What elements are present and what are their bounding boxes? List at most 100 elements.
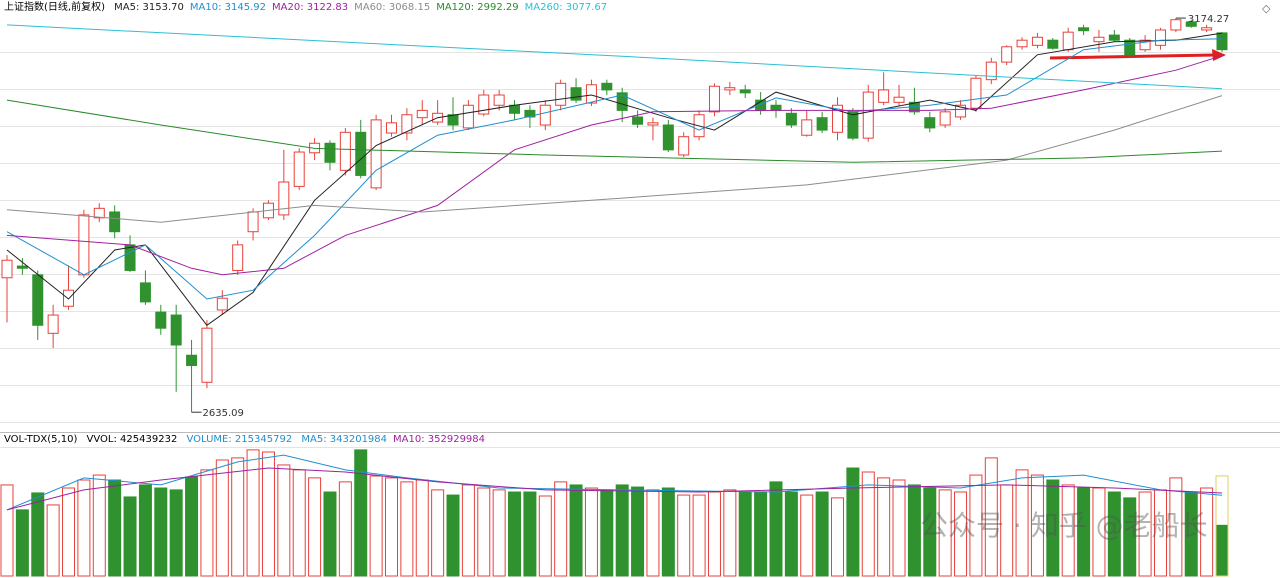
volume-bar (600, 489, 614, 577)
candle-body (401, 114, 413, 134)
volume-bar (1169, 477, 1183, 577)
volume-bar (677, 494, 691, 577)
volume-bar (954, 491, 968, 577)
candle-body (370, 119, 382, 189)
candle-body (1108, 34, 1120, 41)
candle-body (1078, 27, 1090, 32)
volume-bar (92, 474, 106, 577)
candle-body (801, 119, 813, 136)
candle-body (539, 104, 551, 126)
ma-legend: MA10: 3145.92 (189, 2, 266, 13)
volume-bar (31, 492, 45, 577)
volume-title: VOL-TDX(5,10) (4, 434, 78, 445)
volume-bar (538, 495, 552, 577)
volume-bar (246, 449, 260, 577)
candle-body (955, 104, 967, 118)
candle-body (1093, 36, 1105, 43)
volume-bar (523, 491, 537, 577)
volume-bar (707, 491, 721, 577)
candle-body (724, 87, 736, 91)
volume-bar (892, 479, 906, 577)
ma-line (6, 32, 1223, 326)
candle-body (739, 89, 751, 94)
volume-bar (338, 481, 352, 577)
candle-body (1047, 39, 1059, 49)
volume-bar (1077, 487, 1091, 577)
grid-background (0, 16, 1280, 432)
ma-legend: MA20: 3122.83 (272, 2, 349, 13)
volume-bar (415, 479, 429, 577)
volume-bar (1107, 491, 1121, 577)
panel-icon: ◇ (1262, 2, 1271, 15)
volume-bar (323, 491, 337, 577)
volume-bar (769, 481, 783, 577)
candle-body (170, 314, 182, 346)
candle-body (1216, 32, 1228, 51)
volume-bar (108, 479, 122, 577)
volume-bar (1138, 491, 1152, 577)
candle-body (493, 94, 505, 106)
volume-bar (308, 477, 322, 577)
candle-body (339, 131, 351, 171)
ma-legend: MA10: 352929984 (393, 434, 486, 445)
volume-bar (723, 489, 737, 577)
candle-body (32, 274, 44, 326)
ma-line (6, 55, 1223, 276)
ma-legend: MA60: 3068.15 (354, 2, 431, 13)
candle-body (124, 244, 136, 271)
volume-bar (138, 484, 152, 577)
volume-bar (846, 467, 860, 577)
volume-bar (1123, 497, 1137, 577)
trend-arrow (1049, 53, 1216, 60)
candle-body (478, 94, 490, 115)
candle-body (862, 91, 874, 139)
volume-bar (661, 487, 675, 577)
candle-body (93, 207, 105, 219)
volume-bar (200, 469, 214, 577)
volume-bar (646, 489, 660, 577)
volume-bar (969, 474, 983, 577)
candle-body (155, 311, 167, 329)
ma-line (6, 467, 1223, 511)
volume-bar (446, 494, 460, 577)
candle-body (832, 104, 844, 133)
candle-body (970, 77, 982, 109)
candle-body (616, 92, 628, 111)
candle-body (1062, 31, 1074, 51)
candle-body (555, 82, 567, 106)
volume-bar (154, 487, 168, 577)
volume-bar (15, 509, 29, 577)
candle-body (1001, 46, 1013, 63)
volume-bar (938, 489, 952, 577)
volume-bar (1046, 479, 1060, 577)
volume-bar (831, 497, 845, 577)
volume-bar (923, 487, 937, 577)
vvol-bar (1215, 475, 1229, 577)
candle-body (139, 282, 151, 303)
candle-body (924, 117, 936, 129)
volume-bar (431, 489, 445, 577)
volume-bar (615, 484, 629, 577)
candle-body (509, 104, 521, 114)
volume-bar (215, 459, 229, 577)
volume-bar (231, 457, 245, 577)
volume-bar (1200, 487, 1214, 577)
volume-bar (877, 477, 891, 577)
watermark: 公众号 · 知乎 @老船长 (920, 509, 1208, 542)
ma-legend: MA5: 343201984 (301, 434, 388, 445)
volume-bar (508, 491, 522, 577)
candle-body (186, 354, 198, 366)
volume-bar (354, 449, 368, 577)
volume-bar (292, 469, 306, 577)
candle-body (662, 124, 674, 151)
volume-bar (369, 475, 383, 577)
candle-body (462, 104, 474, 129)
price-header: 上证指数(日线,前复权) MA5: 3153.70 MA10: 3145.92 MA… (4, 2, 613, 14)
volume-bar (569, 484, 583, 577)
candle-body (1124, 39, 1136, 56)
volume-bar (1061, 484, 1075, 577)
ma-line (6, 38, 1223, 300)
ma-legend: MA5: 3153.70 (114, 2, 184, 13)
volume-bar (631, 486, 645, 577)
candle-body (385, 122, 397, 134)
